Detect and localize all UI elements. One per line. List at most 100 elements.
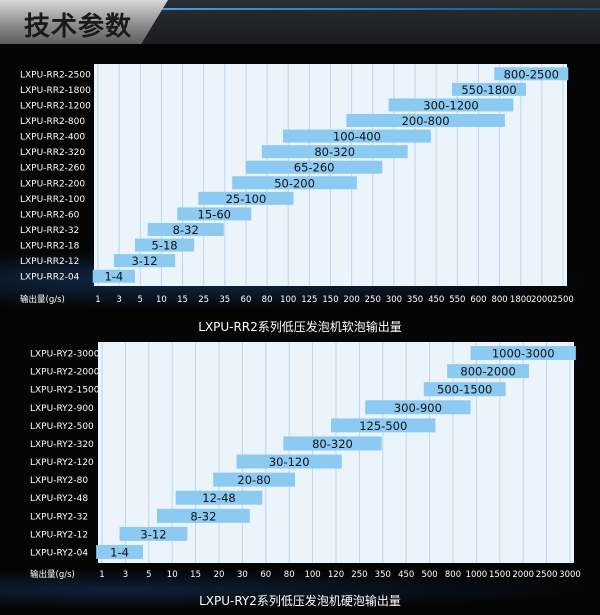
x-tick-label: 3 — [123, 570, 128, 580]
x-tick-label: 1000 — [466, 570, 488, 580]
row-label: LXPU-RR2-400 — [20, 133, 85, 143]
bar-label: 8-32 — [190, 509, 216, 523]
x-tick-label: 2500 — [536, 570, 558, 580]
range-bar — [96, 544, 143, 559]
range-bar — [175, 490, 263, 505]
range-bar — [388, 98, 514, 112]
bar-label: 300-900 — [394, 401, 442, 415]
row-label: LXPU-RY2-3000 — [30, 350, 100, 360]
range-bar — [452, 82, 527, 96]
x-tick-label: 1 — [95, 295, 100, 305]
bar-label: 50-200 — [274, 176, 315, 190]
x-tick-label: 350 — [407, 295, 423, 305]
row-label: LXPU-RY2-32 — [30, 512, 88, 522]
x-tick-label: 60 — [260, 570, 271, 580]
rigid-foam-chart-title: LXPU-RY2系列低压发泡机硬泡输出量 — [199, 594, 401, 608]
range-bar — [236, 454, 342, 469]
row-label: LXPU-RY2-120 — [30, 458, 94, 468]
bar-label: 20-80 — [237, 473, 270, 487]
row-label: LXPU-RR2-18 — [20, 242, 80, 252]
range-bar — [331, 418, 436, 433]
x-tick-label: 2000 — [531, 295, 553, 305]
row-label: LXPU-RR2-320 — [20, 148, 85, 158]
x-tick-label: 3000 — [559, 570, 581, 580]
bar-label: 100-400 — [333, 130, 381, 144]
bar-label: 12-48 — [202, 491, 235, 505]
row-label: LXPU-RY2-900 — [30, 404, 94, 414]
row-label: LXPU-RR2-12 — [20, 257, 79, 267]
x-axis-label: 输出量(g/s) — [30, 569, 75, 580]
x-tick-label: 1800 — [510, 295, 532, 305]
bar-label: 80-320 — [312, 437, 353, 451]
bar-label: 1-4 — [104, 270, 123, 284]
range-bar — [147, 223, 224, 236]
x-tick-label: 200 — [344, 295, 360, 305]
x-tick-label: 600 — [470, 295, 486, 305]
range-bar — [261, 145, 408, 159]
bar-label: 8-32 — [173, 223, 199, 237]
x-tick-label: 150 — [322, 295, 338, 305]
x-tick-label: 30 — [237, 570, 248, 580]
x-tick-label: 125 — [301, 295, 317, 305]
range-bar — [283, 436, 382, 451]
x-tick-label: 300 — [386, 295, 402, 305]
x-tick-label: 500 — [421, 570, 437, 580]
title-accent-line — [150, 8, 600, 10]
range-bar — [177, 207, 252, 221]
row-label: LXPU-RR2-800 — [20, 117, 85, 127]
bar-label: 3-12 — [131, 254, 157, 268]
bar-label: 25-100 — [226, 192, 267, 206]
row-label: LXPU-RR2-32 — [20, 226, 79, 236]
row-label: LXPU-RR2-100 — [20, 195, 85, 205]
x-tick-label: 800 — [491, 295, 507, 305]
bar-label: 5-18 — [152, 239, 178, 253]
x-tick-label: 60 — [241, 295, 252, 305]
bar-label: 1-4 — [110, 545, 129, 559]
range-bar — [245, 160, 383, 174]
range-bar — [346, 114, 505, 127]
range-bar — [282, 129, 431, 143]
row-label: LXPU-RY2-500 — [30, 422, 94, 432]
x-tick-label: 25 — [198, 295, 209, 305]
title-bar: 技术参数 — [0, 0, 600, 44]
range-bar — [156, 508, 250, 523]
x-tick-label: 450 — [428, 295, 444, 305]
bar-label: 15-60 — [198, 207, 231, 221]
x-tick-label: 15 — [177, 295, 188, 305]
row-label: LXPU-RR2-1800 — [20, 86, 91, 96]
row-label: LXPU-RY2-80 — [30, 476, 88, 486]
row-label: LXPU-RY2-12 — [30, 530, 88, 540]
range-bar — [365, 400, 471, 415]
x-tick-label: 10 — [156, 295, 167, 305]
row-label: LXPU-RR2-04 — [20, 273, 80, 283]
bar-label: 300-1200 — [423, 98, 478, 112]
x-axis-label: 输出量(g/s) — [20, 294, 65, 305]
row-label: LXPU-RY2-2000 — [30, 368, 100, 378]
x-tick-label: 5 — [138, 295, 143, 305]
bar-label: 30-120 — [269, 455, 310, 469]
range-bar — [213, 472, 296, 487]
row-label: LXPU-RR2-1200 — [20, 101, 91, 111]
bar-label: 800-2500 — [504, 67, 559, 81]
row-label: LXPU-RR2-200 — [20, 179, 85, 189]
bar-label: 80-320 — [314, 145, 355, 159]
range-bar — [134, 238, 195, 252]
x-tick-label: 550 — [449, 295, 465, 305]
x-tick-label: 80 — [262, 295, 273, 305]
row-label: LXPU-RY2-48 — [30, 494, 88, 504]
bar-label: 550-1800 — [461, 83, 516, 97]
soft-foam-chart-title: LXPU-RR2系列低压发泡机软泡输出量 — [198, 320, 402, 334]
x-tick-label: 20 — [214, 570, 225, 580]
x-tick-label: 100 — [280, 295, 296, 305]
row-label: LXPU-RR2-2500 — [20, 70, 91, 80]
bar-label: 3-12 — [140, 527, 166, 541]
range-bar — [198, 191, 294, 205]
x-tick-label: 100 — [304, 570, 320, 580]
range-bar — [232, 176, 357, 190]
bar-label: 125-500 — [359, 419, 407, 433]
bar-label: 1000-3000 — [492, 347, 555, 361]
x-tick-label: 2000 — [512, 570, 534, 580]
x-tick-label: 2500 — [552, 295, 574, 305]
x-tick-label: 80 — [284, 570, 295, 580]
x-tick-label: 350 — [375, 570, 391, 580]
